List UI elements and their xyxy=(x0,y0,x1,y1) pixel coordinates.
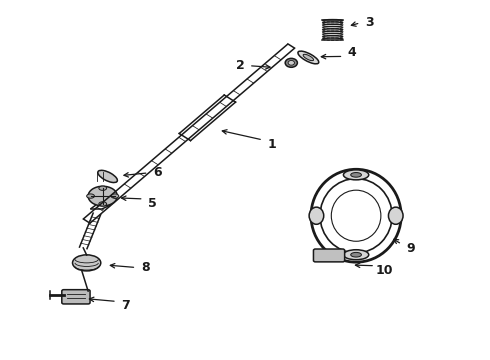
Ellipse shape xyxy=(351,252,362,257)
FancyBboxPatch shape xyxy=(314,249,344,262)
Ellipse shape xyxy=(298,51,319,64)
Text: 2: 2 xyxy=(236,59,245,72)
Text: 1: 1 xyxy=(268,138,276,151)
Ellipse shape xyxy=(98,170,118,183)
Text: 6: 6 xyxy=(153,166,162,179)
Ellipse shape xyxy=(99,202,107,206)
Text: 9: 9 xyxy=(406,242,415,255)
FancyBboxPatch shape xyxy=(62,290,90,304)
Ellipse shape xyxy=(73,255,101,271)
Ellipse shape xyxy=(343,170,369,180)
Ellipse shape xyxy=(99,186,107,190)
Text: 3: 3 xyxy=(365,16,373,29)
Ellipse shape xyxy=(285,58,297,67)
Ellipse shape xyxy=(303,54,314,60)
Text: 8: 8 xyxy=(141,261,149,274)
Text: 4: 4 xyxy=(348,46,357,59)
Ellipse shape xyxy=(351,172,362,177)
Text: 7: 7 xyxy=(121,299,130,312)
Text: 5: 5 xyxy=(148,197,157,210)
Ellipse shape xyxy=(111,194,119,198)
Ellipse shape xyxy=(343,250,369,260)
Ellipse shape xyxy=(88,186,117,206)
Ellipse shape xyxy=(309,207,324,224)
Text: 10: 10 xyxy=(375,264,392,276)
Ellipse shape xyxy=(288,60,294,65)
Ellipse shape xyxy=(389,207,403,224)
Ellipse shape xyxy=(87,194,95,198)
